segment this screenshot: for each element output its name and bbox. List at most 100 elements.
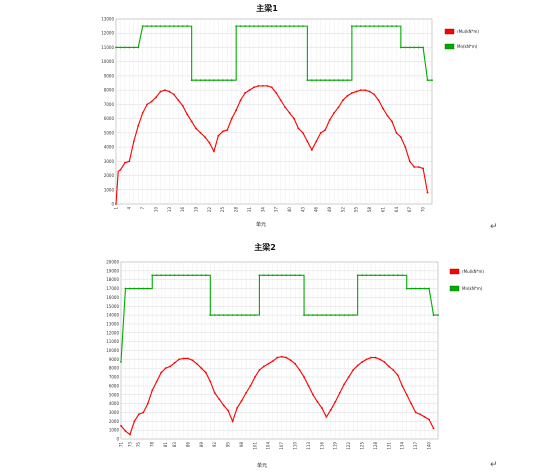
data-point: [266, 25, 269, 28]
x-tick-label: 4: [127, 207, 132, 210]
data-point: [254, 314, 256, 316]
data-point: [377, 25, 380, 28]
data-point: [379, 274, 381, 277]
data-point: [204, 274, 207, 277]
data-point: [133, 420, 136, 423]
data-point: [226, 129, 229, 131]
x-tick-label: 92: [212, 442, 217, 448]
data-point: [315, 79, 318, 82]
legend-label-rmu: rMu(kN*m): [457, 29, 479, 34]
x-tick-label: 137: [413, 442, 418, 450]
data-point: [160, 371, 163, 374]
y-tick-label: 9000: [109, 357, 120, 362]
data-point: [346, 94, 349, 97]
y-tick-label: 4000: [109, 401, 120, 406]
x-tick-label: 73: [127, 442, 132, 448]
data-point: [146, 402, 149, 405]
x-tick-label: 49: [327, 207, 332, 213]
data-point: [310, 149, 313, 151]
data-point: [293, 25, 295, 28]
chart-2-series: [120, 274, 439, 436]
data-point: [404, 146, 407, 148]
x-tick-label: 140: [426, 442, 431, 450]
data-point: [276, 356, 279, 359]
data-point: [302, 131, 304, 134]
data-point: [177, 25, 180, 28]
data-point: [334, 400, 337, 403]
data-point: [231, 314, 234, 316]
x-tick-label: 37: [274, 207, 279, 213]
chart-2: 主梁2 0 1000 2000 3000 4000 5000 6000 7000 8000 900…: [106, 242, 497, 470]
data-point: [271, 360, 274, 363]
data-point: [334, 314, 337, 316]
data-point: [329, 314, 332, 316]
y-tick-label: 13000: [101, 17, 114, 22]
data-point: [377, 99, 380, 102]
data-point: [119, 168, 122, 171]
data-point: [137, 46, 140, 49]
data-point: [370, 274, 372, 277]
x-tick-label: 86: [185, 442, 190, 448]
data-point: [137, 124, 140, 127]
data-point: [155, 96, 157, 99]
x-tick-label: 70: [420, 207, 425, 213]
data-point: [261, 25, 264, 28]
data-point: [209, 380, 212, 383]
data-point: [325, 314, 328, 316]
y-tick-label: 11000: [106, 339, 119, 344]
y-tick-label: 9000: [104, 73, 115, 78]
x-tick-label: 83: [172, 442, 177, 448]
data-point: [346, 79, 349, 82]
data-point: [124, 46, 126, 49]
x-tick-label: 28: [234, 207, 239, 213]
data-point: [365, 274, 368, 277]
data-point: [227, 314, 230, 316]
x-tick-label: 1: [113, 207, 118, 210]
data-point: [217, 79, 220, 82]
data-point: [374, 274, 377, 277]
legend-swatch-mn: [449, 285, 460, 292]
data-point: [302, 25, 304, 28]
data-point: [337, 106, 340, 109]
data-point: [426, 79, 429, 82]
data-point: [293, 117, 295, 120]
data-point: [284, 25, 287, 28]
paragraph-mark-1: ↵: [490, 222, 498, 232]
data-point: [221, 130, 224, 133]
data-point: [396, 374, 399, 377]
data-point: [368, 90, 371, 93]
data-point: [218, 314, 221, 316]
data-point: [151, 389, 154, 392]
data-point: [222, 314, 225, 316]
data-point: [294, 274, 297, 277]
data-point: [267, 274, 270, 277]
data-point: [267, 362, 270, 365]
series-line-mn: [120, 274, 438, 363]
legend-swatch-rmu: [444, 28, 455, 35]
data-point: [213, 314, 216, 316]
x-tick-label: 119: [333, 442, 338, 450]
chart-2-y-ticks: 0 1000 2000 3000 4000 5000 6000 7000 8000 9000 100…: [106, 260, 119, 442]
data-point: [368, 25, 371, 28]
y-tick-label: 1000: [109, 428, 120, 433]
data-point: [245, 314, 247, 316]
data-point: [276, 274, 279, 277]
data-point: [266, 84, 269, 87]
x-tick-label: 128: [373, 442, 378, 450]
x-tick-label: 122: [346, 442, 351, 450]
y-tick-label: 0: [116, 437, 119, 442]
data-point: [236, 407, 238, 409]
data-point: [181, 25, 184, 28]
x-tick-label: 22: [207, 207, 212, 213]
chart-1-legend: rMu(kN*m) Mn(kN*m): [444, 28, 479, 50]
data-point: [391, 25, 393, 28]
chart-1-x-axis-label: 单元: [256, 221, 266, 228]
data-point: [428, 418, 430, 421]
data-point: [404, 46, 407, 49]
x-tick-label: 64: [394, 207, 399, 213]
data-point: [395, 131, 398, 134]
y-tick-label: 5000: [104, 130, 115, 135]
data-point: [431, 79, 433, 82]
data-point: [204, 371, 207, 374]
